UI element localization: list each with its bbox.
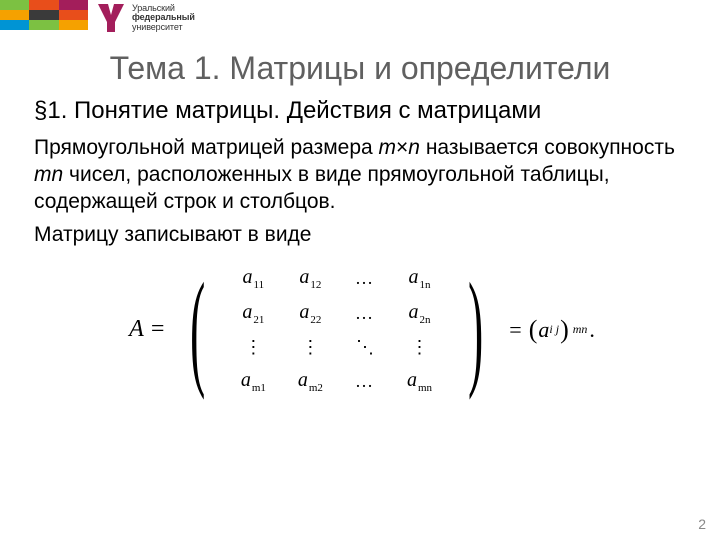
var-mn: mn [34, 163, 63, 186]
brand-color-grid [0, 0, 88, 44]
matrix-cell: a21 [225, 296, 282, 331]
matrix-cell: … [339, 364, 391, 399]
university-logo: Уральский федеральный университет [96, 2, 195, 34]
matrix-cell: am1 [225, 364, 282, 399]
matrix-cell: ⋮ [282, 331, 339, 364]
paragraph-notation: Матрицу записывают в виде [34, 222, 686, 249]
slide-title: Тема 1. Матрицы и определители [0, 50, 720, 87]
text-fragment: называется совокупность [420, 136, 675, 159]
rhs-sub-mn: mn [570, 322, 588, 337]
rhs-close-paren: ) [559, 315, 570, 345]
brand-color-cell [29, 10, 58, 20]
matrix-cell: … [339, 296, 391, 331]
matrix-cell: amn [391, 364, 448, 399]
brand-color-cell [29, 20, 58, 30]
header-bar: Уральский федеральный университет [0, 0, 720, 44]
page-number: 2 [698, 516, 706, 532]
right-paren-icon: ) [468, 274, 483, 385]
matrix-body: a11a12…a1na21a22…a2n⋮⋮⋱⋮am1am2…amn [225, 261, 448, 399]
brand-color-cell [0, 0, 29, 10]
text-fragment: чисел, расположенных в виде прямоугольно… [34, 163, 610, 213]
brand-color-cell [0, 10, 29, 20]
matrix-cell: ⋮ [225, 331, 282, 364]
matrix-equation: A = ( a11a12…a1na21a22…a2n⋮⋮⋱⋮am1am2…amn… [34, 261, 686, 399]
rhs-open-paren: ( [528, 315, 539, 345]
matrix-lhs: A = [125, 316, 169, 343]
var-m: m [379, 136, 397, 159]
matrix-cell: ⋮ [391, 331, 448, 364]
brand-color-cell [0, 20, 29, 30]
rhs-sub-ij: i j [549, 322, 559, 337]
brand-color-cell [59, 20, 88, 30]
left-paren-icon: ( [190, 274, 205, 385]
var-n: n [408, 136, 420, 159]
rhs-period: . [587, 317, 595, 343]
section-heading: §1. Понятие матрицы. Действия с матрицам… [34, 97, 686, 125]
matrix-cell: a22 [282, 296, 339, 331]
logo-line-3: университет [132, 23, 195, 32]
times-sign: × [396, 136, 408, 159]
matrix-cell: am2 [282, 364, 339, 399]
equals-sign: = [503, 317, 527, 343]
matrix-cell: a12 [282, 261, 339, 296]
paragraph-definition: Прямоугольной матрицей размера m×n назыв… [34, 135, 686, 216]
brand-color-cell [29, 0, 58, 10]
brand-color-cell [59, 0, 88, 10]
matrix-cell: a1n [391, 261, 448, 296]
matrix-rhs: = ( a i j ) mn . [503, 315, 595, 345]
brand-color-cell [59, 10, 88, 20]
matrix-cell: a11 [225, 261, 282, 296]
rhs-a: a [538, 317, 549, 343]
matrix-cell: … [339, 261, 391, 296]
text-fragment: Прямоугольной матрицей размера [34, 136, 379, 159]
logo-text: Уральский федеральный университет [132, 4, 195, 32]
matrix-cell: ⋱ [339, 331, 391, 364]
matrix-cell: a2n [391, 296, 448, 331]
slide-content: §1. Понятие матрицы. Действия с матрицам… [0, 97, 720, 399]
logo-y-icon [96, 2, 126, 34]
